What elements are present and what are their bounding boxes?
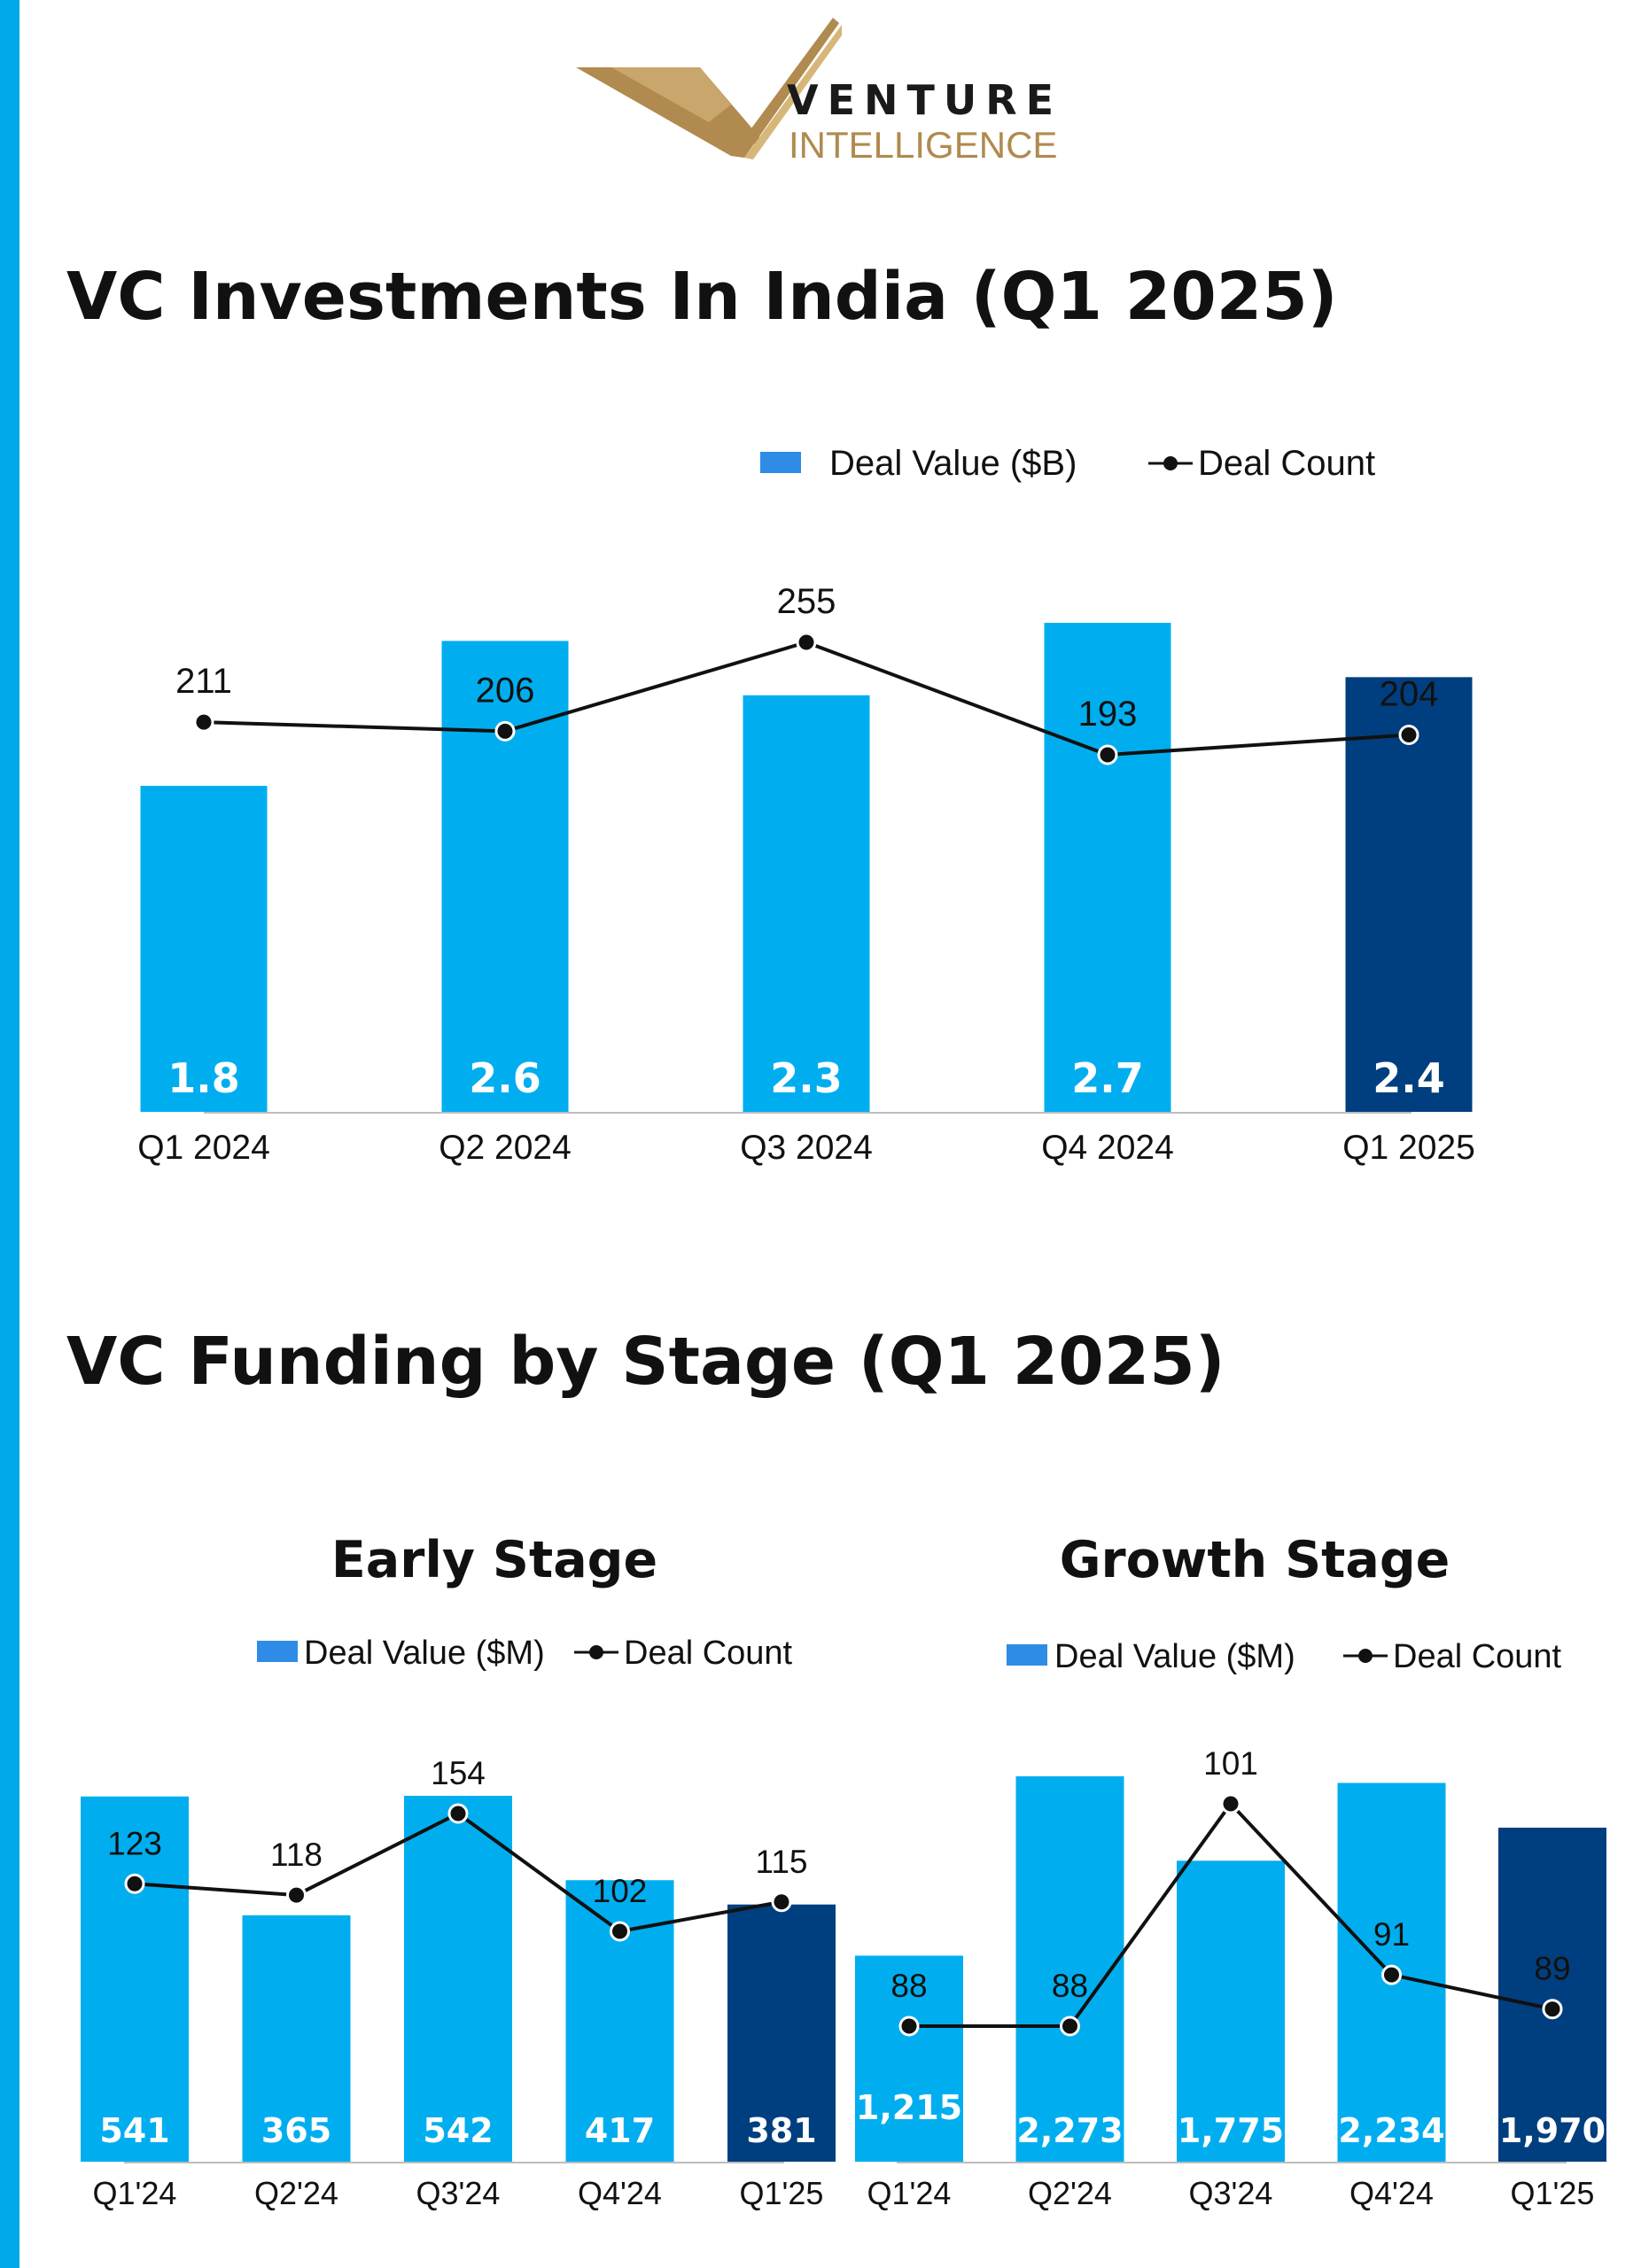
side-accent-stripe — [0, 0, 19, 2268]
growth-deal-count-label-3: 91 — [1373, 1916, 1410, 1953]
growth-bar-value-label-4: 1,970 — [1499, 2111, 1606, 2150]
main-bar-value-label-2: 2.3 — [770, 1054, 843, 1102]
growth-category-label-2: Q3'24 — [1189, 2175, 1273, 2211]
early-bar-4 — [727, 1904, 836, 2162]
early-deal-count-label-1: 118 — [270, 1837, 323, 1873]
early-category-label-0: Q1'24 — [93, 2175, 177, 2211]
main-deal-count-label-1: 206 — [476, 671, 535, 710]
growth-legend-bar-swatch — [1007, 1644, 1047, 1666]
growth-deal-count-point-1 — [1060, 2016, 1080, 2037]
growth-deal-count-label-2: 101 — [1203, 1745, 1258, 1782]
growth-deal-count-point-0 — [898, 2016, 920, 2037]
main-bar-value-label-4: 2.4 — [1373, 1054, 1445, 1102]
main-bar-2 — [743, 695, 870, 1112]
main-deal-count-point-4 — [1398, 724, 1419, 745]
growth-bar-0 — [855, 1955, 963, 2162]
main-deal-count-point-1 — [494, 720, 516, 742]
growth-deal-count-label-4: 89 — [1534, 1951, 1570, 1987]
logo-word-venture: VENTURE — [787, 76, 1063, 124]
growth-legend-line-marker — [1358, 1649, 1373, 1663]
main-legend-deal-value: Deal Value ($B) — [829, 444, 1077, 483]
early-category-label-3: Q4'24 — [578, 2175, 662, 2211]
venture-intelligence-logo: VENTURE INTELLIGENCE — [576, 16, 1072, 167]
early-bar-1 — [242, 1915, 351, 2162]
main-deal-count-point-2 — [796, 632, 817, 653]
early-deal-count-point-2 — [447, 1803, 469, 1824]
main-category-label-1: Q2 2024 — [439, 1129, 572, 1167]
early-category-label-1: Q2'24 — [254, 2175, 338, 2211]
early-bar-value-label-0: 541 — [99, 2111, 169, 2150]
growth-bar-value-label-0: 1,215 — [856, 2088, 962, 2127]
early-legend-deal-value: Deal Value ($M) — [304, 1635, 545, 1672]
main-deal-count-label-0: 211 — [175, 662, 232, 701]
early-legend-line-marker — [589, 1645, 603, 1659]
early-deal-count-point-4 — [771, 1891, 792, 1913]
main-bar-1 — [441, 641, 569, 1112]
growth-category-label-0: Q1'24 — [867, 2175, 952, 2211]
early-category-label-4: Q1'25 — [740, 2175, 824, 2211]
early-legend-bar-swatch — [257, 1641, 298, 1662]
growth-category-label-4: Q1'25 — [1511, 2175, 1595, 2211]
logo-word-intelligence: INTELLIGENCE — [789, 124, 1058, 166]
main-bar-3 — [1044, 623, 1171, 1112]
main-deal-count-point-3 — [1097, 744, 1118, 765]
growth-bar-4 — [1498, 1827, 1606, 2162]
early-bar-value-label-1: 365 — [261, 2111, 331, 2150]
growth-bar-value-label-2: 1,775 — [1178, 2111, 1284, 2150]
section-title-vc-investments: VC Investments In India (Q1 2025) — [66, 259, 1338, 335]
early-bar-0 — [81, 1796, 189, 2162]
growth-bar-value-label-3: 2,234 — [1338, 2111, 1444, 2150]
early-bar-value-label-4: 381 — [746, 2111, 816, 2150]
main-category-label-4: Q1 2025 — [1342, 1129, 1475, 1167]
growth-legend-deal-count: Deal Count — [1393, 1638, 1562, 1675]
growth-chart-title: Growth Stage — [1060, 1531, 1450, 1589]
early-chart-title: Early Stage — [331, 1531, 657, 1589]
early-legend-deal-count: Deal Count — [624, 1635, 793, 1672]
growth-deal-count-label-1: 88 — [1052, 1968, 1088, 2004]
main-deal-count-label-3: 193 — [1078, 695, 1138, 734]
growth-bar-2 — [1177, 1860, 1285, 2162]
early-deal-count-label-2: 154 — [431, 1755, 486, 1791]
main-category-label-3: Q4 2024 — [1041, 1129, 1174, 1167]
main-legend-line-marker — [1163, 456, 1178, 470]
main-deal-count-point-0 — [193, 711, 214, 733]
growth-deal-count-point-3 — [1381, 1964, 1402, 1985]
early-deal-count-label-0: 123 — [107, 1825, 162, 1861]
main-deal-count-label-4: 204 — [1380, 674, 1439, 713]
early-bar-value-label-3: 417 — [585, 2111, 655, 2150]
early-bar-value-label-2: 542 — [423, 2111, 493, 2150]
main-bar-4 — [1345, 677, 1473, 1112]
main-legend-deal-count: Deal Count — [1198, 444, 1375, 483]
logo-v-mark-icon — [576, 18, 842, 159]
early-category-label-2: Q3'24 — [416, 2175, 501, 2211]
early-bar-2 — [404, 1796, 512, 2162]
growth-deal-count-point-2 — [1220, 1793, 1241, 1814]
growth-deal-count-point-4 — [1542, 1999, 1563, 2020]
section-title-vc-funding-by-stage: VC Funding by Stage (Q1 2025) — [66, 1324, 1225, 1400]
main-legend-bar-swatch — [760, 452, 801, 473]
main-bar-0 — [140, 786, 268, 1112]
main-category-label-2: Q3 2024 — [740, 1129, 873, 1167]
main-bar-value-label-1: 2.6 — [469, 1054, 541, 1102]
growth-bar-value-label-1: 2,273 — [1016, 2111, 1123, 2150]
early-deal-count-label-4: 115 — [756, 1844, 808, 1880]
early-deal-count-point-3 — [610, 1921, 630, 1942]
main-bar-value-label-3: 2.7 — [1071, 1054, 1144, 1102]
main-deal-count-label-2: 255 — [777, 582, 836, 621]
growth-category-label-1: Q2'24 — [1028, 2175, 1112, 2211]
early-deal-count-point-0 — [124, 1873, 145, 1894]
growth-legend-deal-value: Deal Value ($M) — [1054, 1638, 1295, 1675]
main-bar-value-label-0: 1.8 — [167, 1054, 240, 1102]
growth-bar-1 — [1015, 1776, 1124, 2162]
growth-category-label-3: Q4'24 — [1349, 2175, 1434, 2211]
main-category-label-0: Q1 2024 — [137, 1129, 270, 1167]
growth-deal-count-label-0: 88 — [890, 1968, 927, 2004]
early-deal-count-label-3: 102 — [593, 1873, 648, 1909]
early-deal-count-point-1 — [286, 1884, 307, 1906]
